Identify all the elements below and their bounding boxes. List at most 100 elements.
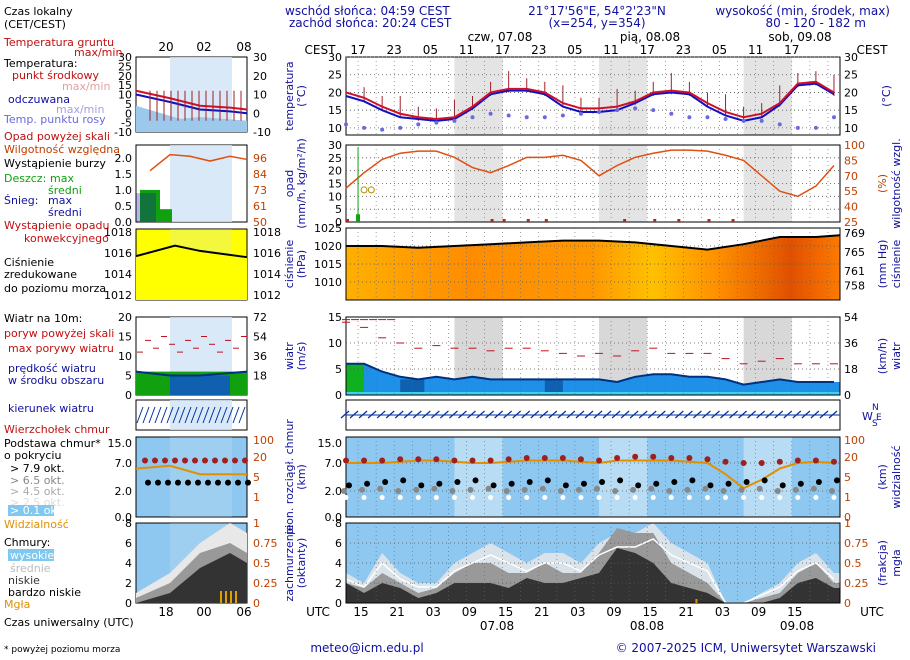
convective-marker <box>544 219 548 222</box>
axis-title: mgła <box>890 549 903 577</box>
dewpoint-dot <box>434 120 439 125</box>
left-vis-tick: 1 <box>253 491 260 504</box>
wind-arrow <box>828 410 838 419</box>
left-top-dot <box>172 457 178 464</box>
wind-arrow <box>792 410 802 419</box>
legend-high-box <box>8 549 54 561</box>
y-tick-left: 2 <box>335 577 342 590</box>
left-wind-arrow <box>202 406 210 424</box>
cloud-top-dot <box>686 455 693 461</box>
wind-arrow <box>711 410 720 419</box>
cloud-top-dot <box>776 458 783 465</box>
y-tick-right: 20 <box>844 86 858 99</box>
axis-title: widzialność <box>890 445 903 508</box>
left-temp-tick: 30 <box>118 51 132 64</box>
cest-tick: 23 <box>531 43 546 57</box>
cloud-base-dot-45 <box>451 495 457 500</box>
utc-date: 07.08 <box>480 619 514 633</box>
axis-title: ciśnienie <box>890 240 903 289</box>
pressure-line <box>346 234 841 251</box>
dewpoint-dot <box>506 113 511 118</box>
left-temp-tick-r: 20 <box>253 70 267 83</box>
cloud-base-dot-79 <box>707 482 714 489</box>
cloud-top-dot <box>794 457 801 464</box>
left-wind-dark <box>170 375 230 395</box>
axis-title: (km) <box>876 464 889 490</box>
y-tick-left: 15 <box>328 178 342 191</box>
left-temp-tick: -5 <box>121 117 132 130</box>
cloud-base-dot-65 <box>467 486 474 493</box>
wind-arrow <box>756 410 766 419</box>
wind-arrow <box>467 410 476 419</box>
left-top-dot <box>212 457 218 464</box>
left-local-tick: 02 <box>196 40 211 54</box>
convective-marker <box>502 219 506 222</box>
cloud-top-dot <box>451 457 458 464</box>
left-base-dot <box>205 479 211 486</box>
left-cl-tick: 2 <box>125 577 132 590</box>
y-tick-right: 0.75 <box>844 537 869 550</box>
utc-tick: 09 <box>462 605 477 619</box>
wind-arrow <box>548 410 558 419</box>
cloud-base-dot-79 <box>364 480 371 487</box>
legend-text: średni <box>48 206 82 219</box>
night-band <box>599 437 648 517</box>
cloud-base-dot-65 <box>377 485 384 492</box>
legend-text: średnie <box>10 562 51 575</box>
cest-tick: 11 <box>459 43 474 57</box>
cest-tick: 17 <box>784 43 799 57</box>
wind-arrow <box>638 410 648 419</box>
left-low-area <box>136 553 247 603</box>
legend-text: max <box>48 194 72 207</box>
left-hum-tick: 96 <box>253 152 267 165</box>
cloud-base-dot-79 <box>635 482 642 489</box>
left-top-dot <box>222 457 228 464</box>
wind-arrow <box>485 410 494 419</box>
y-tick-left: 30 <box>328 139 342 152</box>
wind-arrow <box>412 410 422 419</box>
dewpoint-dot <box>362 125 367 130</box>
cest-tick: 17 <box>495 43 510 57</box>
cloud-top-dot <box>343 457 349 464</box>
legend-text: niskie <box>8 574 40 587</box>
y-tick-left: 1015 <box>314 258 342 271</box>
left-base-dot <box>145 479 151 486</box>
cloud-base-dot-45 <box>361 495 367 500</box>
left-wind-arrow <box>160 406 168 424</box>
left-wind-arrow <box>226 406 234 424</box>
axis-title: zachmurzenie <box>283 524 296 601</box>
wind-arrow <box>566 410 576 419</box>
wind-arrow <box>720 410 729 419</box>
utc-tick: 15 <box>353 605 368 619</box>
left-wind-arrow <box>208 406 216 424</box>
y-tick-right: 70 <box>844 170 858 183</box>
cloud-top-dot <box>722 458 729 465</box>
legend-text: max <box>50 172 74 185</box>
cloud-base-dot-79 <box>599 479 606 486</box>
cloud-base-dot-45 <box>415 495 421 500</box>
wind-dark-area <box>400 379 425 395</box>
footer-copyright: © 2007-2025 ICM, Uniwersytet Warszawski <box>616 641 876 655</box>
left-utc-tick: 18 <box>158 605 173 619</box>
legend-text: max/min <box>74 46 122 59</box>
cloud-top-dot <box>740 460 747 466</box>
left-wind-arrow <box>238 406 246 424</box>
y-tick-right: 30 <box>844 51 858 64</box>
cloud-base-dot-65 <box>810 485 817 492</box>
cloud-top-dot <box>614 455 621 461</box>
sunset-text: zachód słońca: 20:24 CEST <box>289 16 452 30</box>
legend-text: Śnieg: <box>4 194 38 207</box>
wind-arrow <box>665 410 675 419</box>
left-pressure-line <box>135 244 248 259</box>
y-tick-right: 761 <box>844 265 865 278</box>
convective-marker <box>653 219 657 222</box>
cest-tick: 23 <box>676 43 691 57</box>
cloud-base-dot-65 <box>575 486 582 493</box>
y-tick-left: 7.0 <box>325 457 343 470</box>
y-tick-right: 0 <box>844 511 851 524</box>
left-night-band <box>170 145 232 222</box>
left-cl-tick: 6 <box>125 537 132 550</box>
left-utc-tick: 06 <box>236 605 251 619</box>
visibility-line <box>346 459 835 490</box>
dewpoint-dot <box>651 108 656 113</box>
